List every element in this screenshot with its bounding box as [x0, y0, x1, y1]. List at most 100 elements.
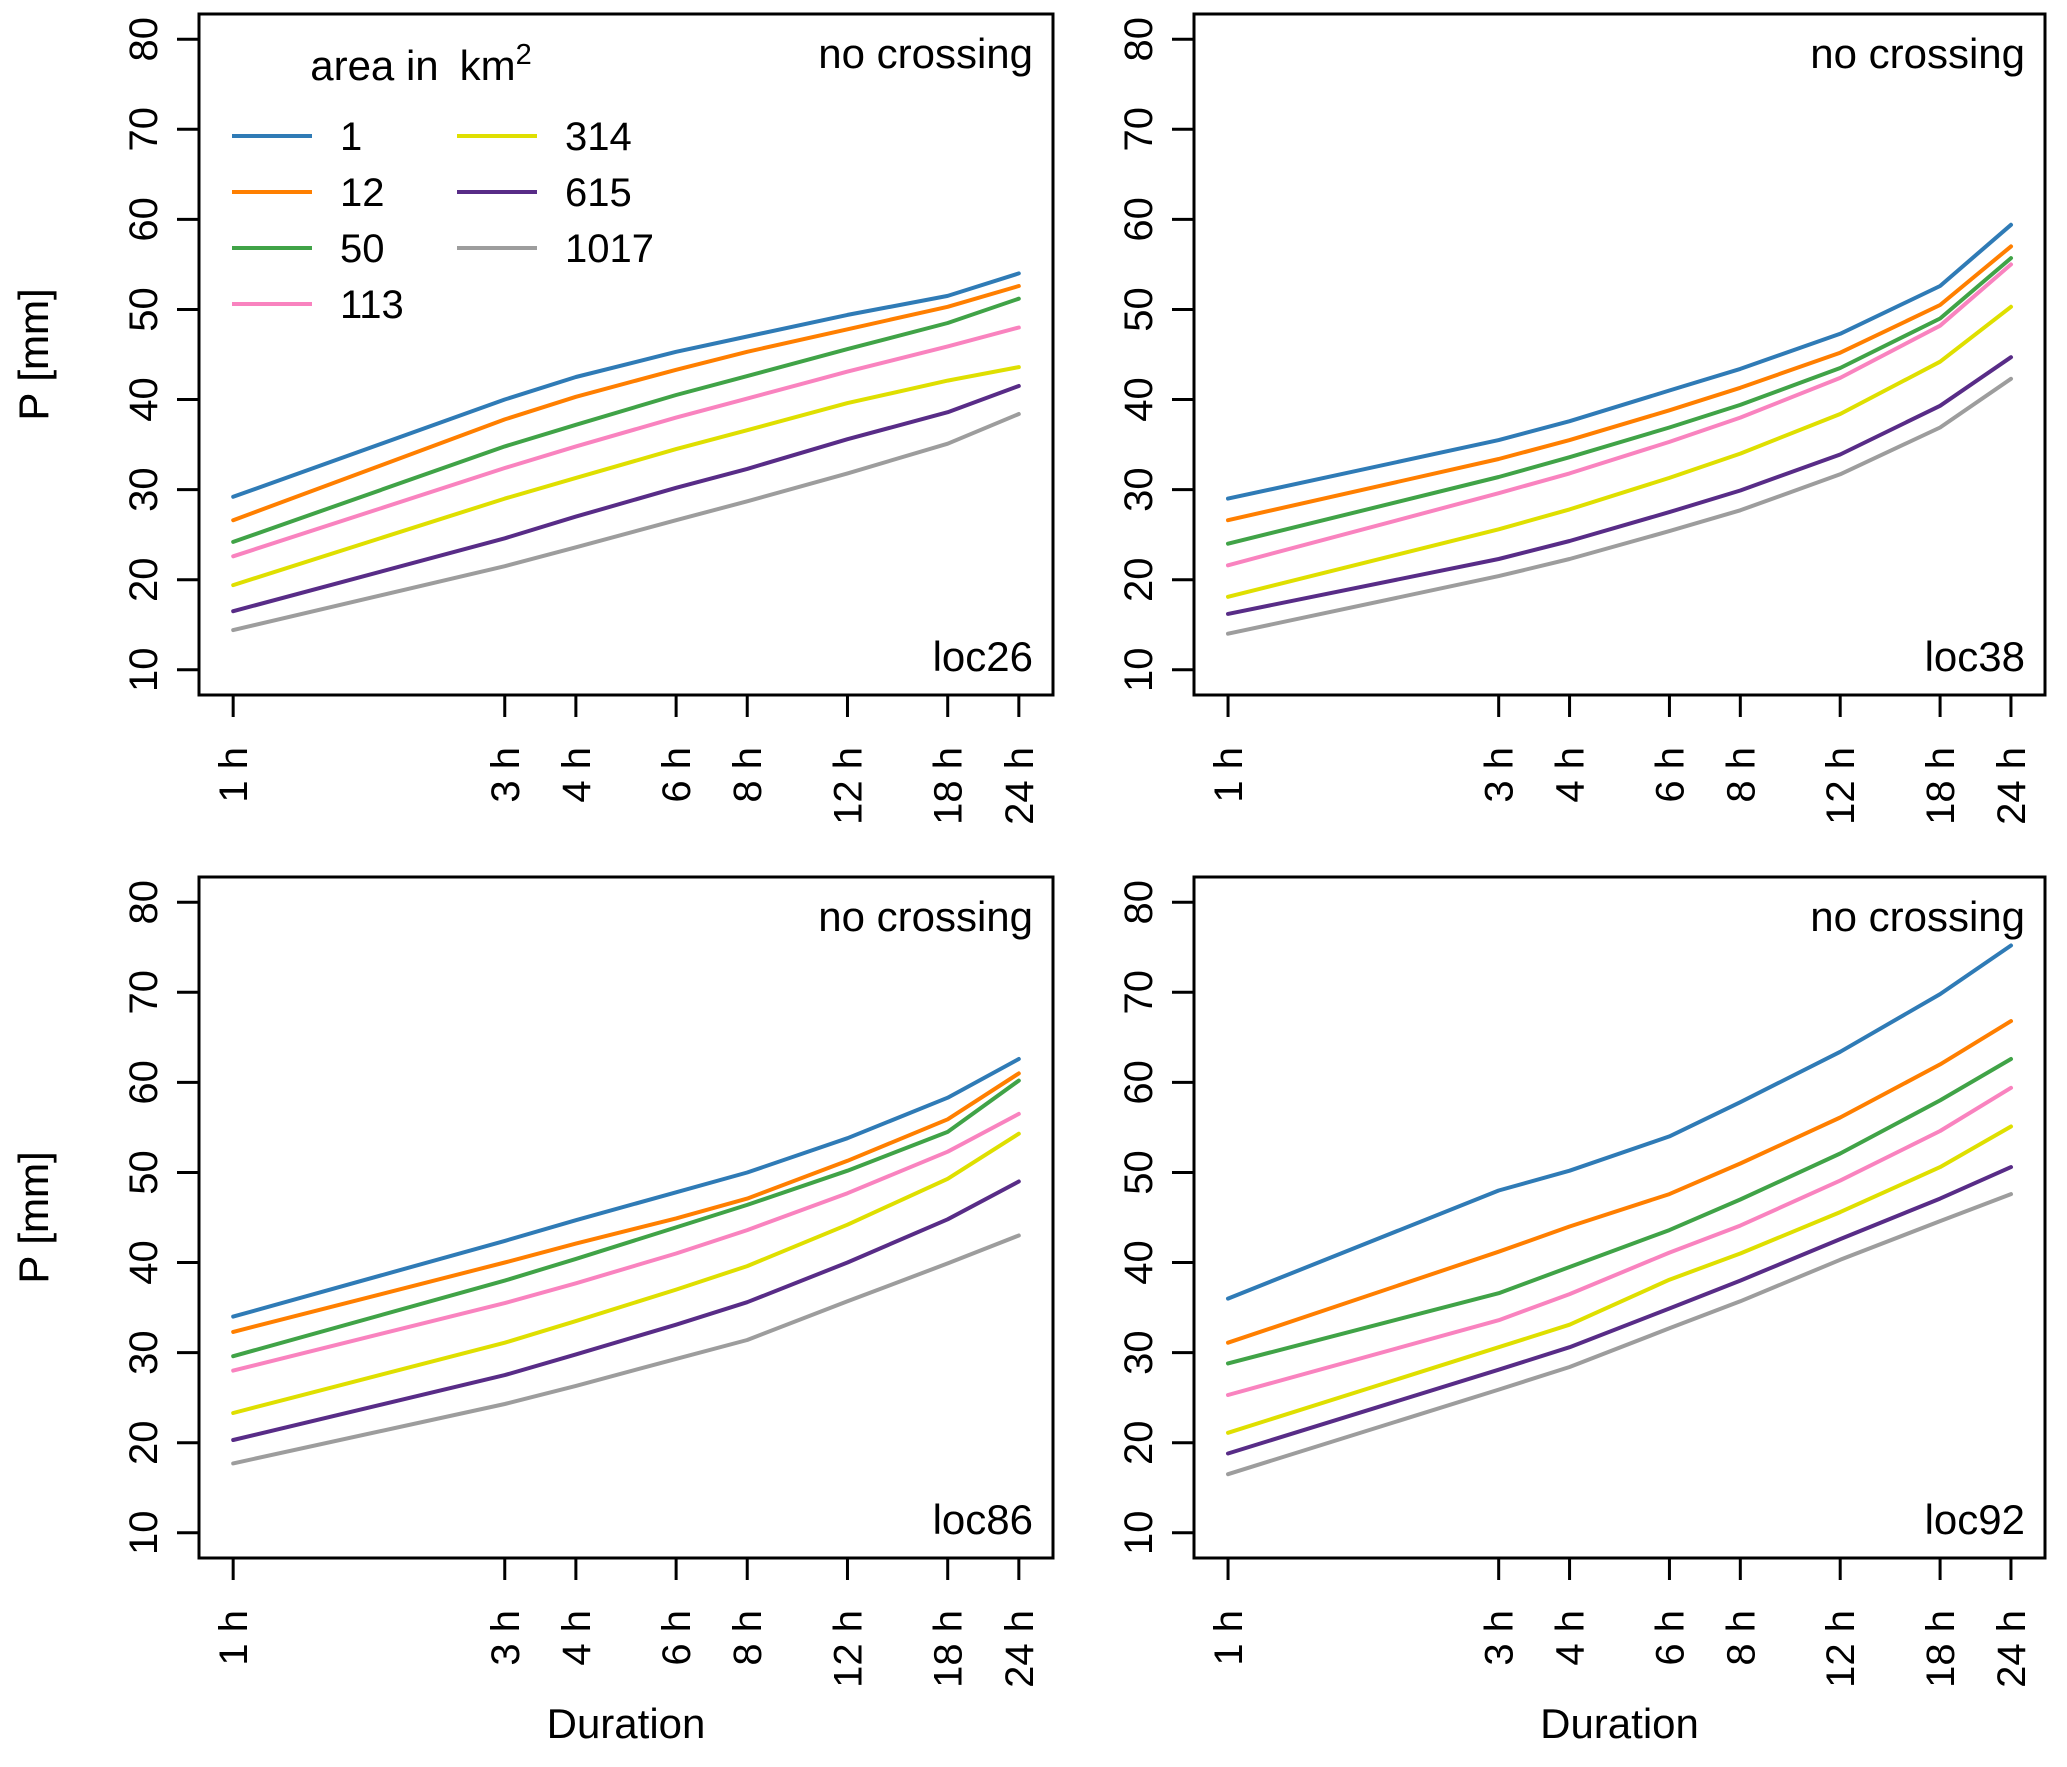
series-line-1017 — [231, 412, 1021, 633]
y-tick-label: 80 — [1117, 17, 1161, 62]
x-axis-title: Duration — [547, 1700, 706, 1747]
x-tick-label: 8 h — [1719, 1610, 1763, 1666]
y-tick-label: 50 — [122, 1150, 166, 1195]
series-line-50 — [231, 296, 1021, 544]
x-tick-label: 4 h — [1549, 747, 1593, 803]
series-line-113 — [231, 1111, 1021, 1373]
x-tick-label: 12 h — [1819, 1610, 1863, 1688]
series-line-113 — [231, 325, 1021, 559]
x-tick-label: 1 h — [212, 1610, 256, 1666]
series-line-12 — [1226, 1019, 2013, 1345]
y-tick-label: 50 — [1117, 1150, 1161, 1195]
x-tick-label: 8 h — [1719, 747, 1763, 803]
x-tick-label: 1 h — [1207, 747, 1251, 803]
y-tick-label: 70 — [122, 107, 166, 152]
series-line-314 — [1226, 304, 2013, 599]
x-tick-label: 12 h — [826, 747, 870, 825]
series-line-1017 — [231, 1233, 1021, 1466]
legend-label-1: 1 — [340, 115, 362, 159]
x-tick-label: 6 h — [1648, 1610, 1692, 1666]
x-tick-label: 24 h — [998, 747, 1042, 825]
x-tick-label: 6 h — [1648, 747, 1692, 803]
legend-label-615: 615 — [565, 171, 632, 215]
x-tick-label: 4 h — [555, 1610, 599, 1666]
series-line-12 — [231, 284, 1021, 523]
x-tick-label: 8 h — [726, 747, 770, 803]
series-line-615 — [1226, 355, 2013, 616]
y-tick-label: 20 — [122, 1420, 166, 1465]
series-line-1 — [231, 1057, 1021, 1319]
y-tick-label: 20 — [1117, 557, 1161, 602]
y-tick-label: 20 — [122, 557, 166, 602]
plot-box — [197, 875, 1055, 1560]
panel-loc26: 10 20 30 40 50 60 70 80 1 h 3 h 4 h 6 h 8 h 12 h 18 h 2… — [10, 12, 1055, 825]
y-axis-title: P [mm] — [10, 288, 57, 420]
legend-title: area in km2 — [310, 39, 532, 89]
y-tick-label: 60 — [1117, 197, 1161, 242]
x-tick-label: 24 h — [1990, 747, 2034, 825]
y-tick-label: 30 — [1117, 467, 1161, 512]
y-tick-label: 50 — [1117, 287, 1161, 332]
x-tick-label: 1 h — [212, 747, 256, 803]
corner-note: no crossing — [1810, 893, 2025, 940]
series-line-314 — [231, 1131, 1021, 1415]
y-tick-label: 10 — [122, 648, 166, 693]
y-tick-label: 40 — [1117, 1240, 1161, 1285]
legend: area in km2 1 12 50 113 314 615 1017 — [232, 39, 654, 327]
corner-note: no crossing — [818, 30, 1033, 77]
y-tick-label: 40 — [1117, 377, 1161, 422]
series-line-50 — [1226, 256, 2013, 546]
y-tick-label: 30 — [1117, 1330, 1161, 1375]
location-label: loc38 — [1925, 633, 2025, 680]
y-tick-label: 80 — [122, 880, 166, 925]
series-line-50 — [1226, 1057, 2013, 1366]
series-line-1017 — [1226, 1192, 2013, 1477]
x-tick-label: 4 h — [1549, 1610, 1593, 1666]
legend-label-12: 12 — [340, 171, 385, 215]
location-label: loc26 — [933, 633, 1033, 680]
location-label: loc86 — [933, 1496, 1033, 1543]
y-tick-label: 10 — [122, 1511, 166, 1556]
y-tick-label: 10 — [1117, 648, 1161, 693]
y-tick-label: 60 — [122, 197, 166, 242]
y-tick-label: 60 — [122, 1060, 166, 1105]
legend-label-113: 113 — [340, 283, 404, 327]
corner-note: no crossing — [818, 893, 1033, 940]
y-tick-label: 50 — [122, 287, 166, 332]
series-line-1 — [1226, 222, 2013, 501]
x-tick-label: 4 h — [555, 747, 599, 803]
series-line-12 — [231, 1071, 1021, 1334]
y-tick-label: 70 — [122, 970, 166, 1015]
plot-box — [1192, 875, 2047, 1560]
corner-note: no crossing — [1810, 30, 2025, 77]
series-line-615 — [231, 1179, 1021, 1442]
series-line-314 — [1226, 1124, 2013, 1435]
x-tick-label: 18 h — [927, 747, 971, 825]
series-line-615 — [231, 384, 1021, 614]
x-tick-label: 24 h — [998, 1610, 1042, 1688]
x-axis-title: Duration — [1540, 1700, 1699, 1747]
y-tick-label: 80 — [122, 17, 166, 62]
y-tick-label: 30 — [122, 467, 166, 512]
series-line-113 — [1226, 1085, 2013, 1397]
legend-label-314: 314 — [565, 115, 632, 159]
x-tick-label: 18 h — [1919, 1610, 1963, 1688]
x-tick-label: 6 h — [655, 747, 699, 803]
y-tick-label: 70 — [1117, 107, 1161, 152]
x-tick-label: 3 h — [1478, 747, 1522, 803]
x-tick-label: 18 h — [927, 1610, 971, 1688]
legend-label-1017: 1017 — [565, 227, 654, 271]
y-tick-label: 10 — [1117, 1511, 1161, 1556]
x-tick-label: 12 h — [1819, 747, 1863, 825]
location-label: loc92 — [1925, 1496, 2025, 1543]
x-tick-label: 6 h — [655, 1610, 699, 1666]
series-line-1 — [231, 271, 1021, 499]
series-line-1 — [1226, 943, 2013, 1301]
series-line-113 — [1226, 262, 2013, 568]
y-tick-label: 60 — [1117, 1060, 1161, 1105]
y-axis-title: P [mm] — [10, 288, 57, 420]
